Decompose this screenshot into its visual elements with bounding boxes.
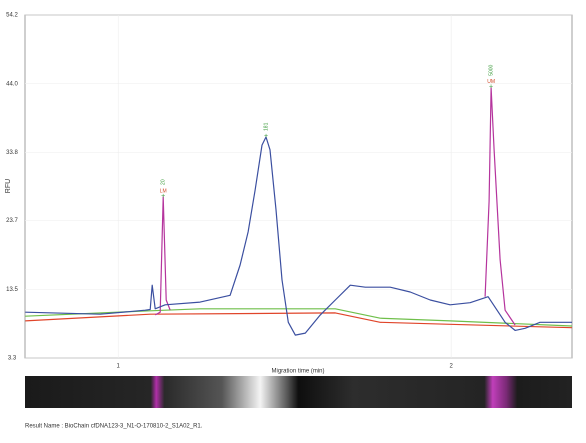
y-tick-label: 44.0 xyxy=(6,81,18,87)
gel-image xyxy=(25,376,572,408)
peak-marker: + xyxy=(264,133,268,140)
series-line xyxy=(154,87,516,326)
peak-marker: + xyxy=(489,84,493,91)
series-line xyxy=(25,312,573,329)
peak-label: 5000 xyxy=(488,64,494,75)
peak-marker: + xyxy=(161,193,165,200)
y-axis-label: RFU xyxy=(5,179,12,193)
result-name: Result Name : BioChain cfDNA123-3_N1-O-1… xyxy=(25,424,203,430)
peak-marker-label: UM xyxy=(487,79,495,85)
x-axis-label: Migration time (min) xyxy=(271,369,324,375)
series-line xyxy=(25,308,573,327)
y-tick-label: 33.8 xyxy=(6,150,18,156)
x-tick-label: 1 xyxy=(117,364,121,370)
peak-marker-label: LM xyxy=(160,188,167,194)
x-tick-label: 2 xyxy=(449,364,453,370)
peak-label: 20 xyxy=(160,179,166,185)
y-tick-label: 13.5 xyxy=(6,287,18,293)
y-tick-label: 54.2 xyxy=(6,13,18,19)
y-tick-label: 23.7 xyxy=(6,218,18,224)
peak-label: 181 xyxy=(263,122,269,131)
series-line xyxy=(25,136,572,336)
y-tick-label: 3.3 xyxy=(8,356,17,362)
